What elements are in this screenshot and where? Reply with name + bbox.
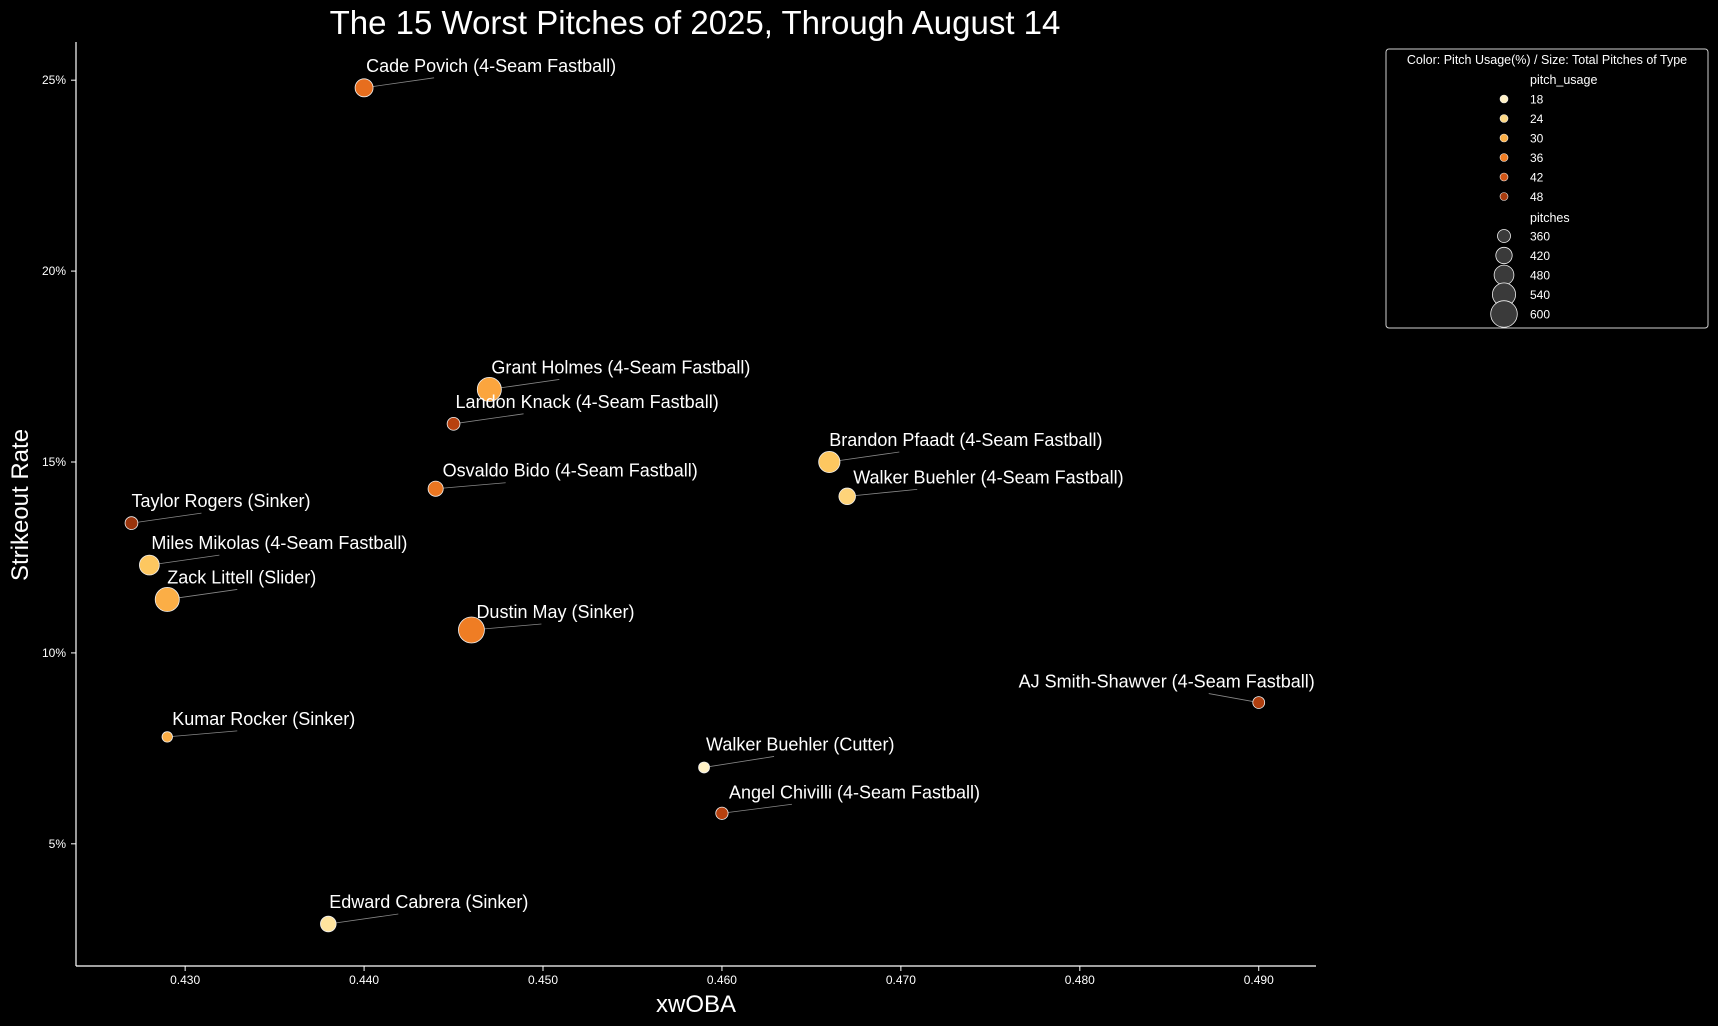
point-label: Osvaldo Bido (4-Seam Fastball)	[443, 461, 698, 481]
point-label: AJ Smith-Shawver (4-Seam Fastball)	[1019, 672, 1315, 692]
legend-color-marker	[1499, 172, 1509, 182]
data-point	[446, 417, 461, 431]
data-point	[715, 806, 729, 820]
data-point	[818, 450, 841, 474]
point-label: Dustin May (Sinker)	[476, 602, 634, 622]
y-tick-label: 20%	[42, 264, 66, 278]
legend-size-marker	[1495, 246, 1513, 265]
leader-line-group	[131, 77, 1259, 925]
legend-color-marker	[1499, 153, 1509, 162]
legend-size-marker	[1493, 264, 1515, 286]
legend-size-label: 600	[1530, 308, 1550, 322]
legend-size-label: 540	[1530, 288, 1550, 302]
y-tick-label: 5%	[49, 837, 67, 851]
leader-line	[453, 413, 524, 425]
leader-line	[435, 482, 506, 490]
point-label: Walker Buehler (4-Seam Fastball)	[853, 467, 1123, 487]
data-point	[354, 78, 374, 98]
point-label: Zack Littell (Slider)	[167, 567, 316, 587]
point-label-group: Cade Povich (4-Seam Fastball) Grant Holme…	[131, 56, 1314, 912]
x-tick-label: 0.490	[1244, 973, 1274, 987]
data-point	[124, 516, 139, 530]
point-label: Miles Mikolas (4-Seam Fastball)	[151, 533, 407, 553]
legend-color-label: 48	[1530, 190, 1544, 204]
y-tick-group: 5% 10% 15% 20% 25%	[42, 73, 76, 851]
legend-color-marker	[1499, 192, 1509, 201]
data-point	[139, 554, 160, 576]
point-label: Cade Povich (4-Seam Fastball)	[366, 56, 616, 76]
legend-size-label: 420	[1530, 249, 1550, 263]
data-point	[161, 731, 173, 743]
leader-line	[847, 488, 918, 497]
data-point	[154, 586, 180, 612]
data-point	[320, 915, 337, 933]
legend-size-title: pitches	[1530, 211, 1570, 225]
point-label: Brandon Pfaadt (4-Seam Fastball)	[829, 430, 1102, 450]
point-label: Grant Holmes (4-Seam Fastball)	[491, 357, 750, 377]
legend-color-label: 24	[1530, 112, 1544, 126]
point-label: Taylor Rogers (Sinker)	[131, 491, 310, 511]
data-point-group	[124, 78, 1266, 933]
x-tick-label: 0.430	[170, 973, 200, 987]
x-tick-label: 0.440	[349, 973, 379, 987]
leader-line	[364, 77, 435, 89]
x-tick-label: 0.450	[528, 973, 558, 987]
legend-color-label: 18	[1530, 93, 1544, 107]
x-tick-label: 0.470	[886, 973, 916, 987]
leader-line	[131, 512, 202, 524]
legend-color-label: 42	[1530, 171, 1544, 185]
legend: Color: Pitch Usage(%) / Size: Total Pitc…	[1385, 48, 1709, 329]
point-label: Kumar Rocker (Sinker)	[172, 709, 355, 729]
legend-color-marker	[1499, 114, 1509, 123]
legend-color-label: 30	[1530, 132, 1544, 146]
legend-size-label: 360	[1530, 230, 1550, 244]
legend-color-marker	[1499, 133, 1509, 143]
legend-size-marker	[1497, 229, 1511, 243]
y-axis-label: Strikeout Rate	[7, 429, 34, 581]
chart-title: The 15 Worst Pitches of 2025, Through Au…	[330, 4, 1061, 41]
leader-line	[167, 730, 238, 738]
x-axis-label: xwOBA	[656, 991, 736, 1018]
point-label: Landon Knack (4-Seam Fastball)	[456, 392, 719, 412]
leader-line	[721, 803, 792, 814]
x-tick-label: 0.460	[707, 973, 737, 987]
point-label: Edward Cabrera (Sinker)	[329, 892, 528, 912]
x-tick-group: 0.430 0.440 0.450 0.460 0.470 0.480 0.490	[170, 966, 1274, 987]
y-tick-label: 25%	[42, 73, 66, 87]
legend-frame	[1385, 48, 1709, 329]
legend-size-label: 480	[1530, 269, 1550, 283]
legend-title: Color: Pitch Usage(%) / Size: Total Pitc…	[1407, 53, 1687, 67]
point-label: Walker Buehler (Cutter)	[706, 734, 894, 754]
data-point	[458, 616, 485, 644]
legend-color-label: 36	[1530, 151, 1544, 165]
data-point	[476, 376, 502, 402]
legend-color-title: pitch_usage	[1530, 73, 1597, 87]
leader-line	[703, 756, 775, 768]
leader-line	[1208, 693, 1259, 703]
leader-line	[829, 451, 900, 463]
legend-color-marker	[1499, 94, 1509, 104]
legend-items: 18 24 30 36 42 48 360 420 480 540 600	[1490, 93, 1550, 328]
legend-size-marker	[1490, 300, 1518, 328]
data-point	[698, 761, 710, 774]
data-point	[1252, 696, 1266, 709]
x-tick-label: 0.480	[1065, 973, 1095, 987]
y-tick-label: 15%	[42, 455, 66, 469]
point-label: Angel Chivilli (4-Seam Fastball)	[729, 782, 980, 802]
data-point	[427, 480, 444, 497]
data-point	[838, 487, 856, 506]
y-tick-label: 10%	[42, 646, 66, 660]
leader-line	[149, 554, 220, 566]
leader-line	[328, 913, 399, 925]
